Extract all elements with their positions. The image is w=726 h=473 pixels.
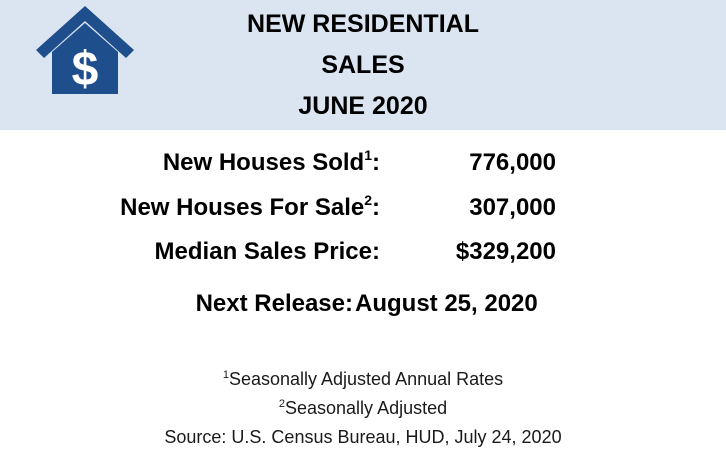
title-line-3: JUNE 2020: [298, 92, 428, 120]
stat-label: New Houses Sold1:: [162, 147, 380, 176]
footnote-marker: 1: [364, 147, 372, 163]
stat-value: $329,200: [455, 238, 556, 265]
stat-row-houses-for-sale: New Houses For Sale2: 307,000: [0, 188, 726, 228]
stat-label: Median Sales Price:: [154, 238, 380, 265]
house-dollar-icon: $: [36, 6, 134, 96]
stat-value: 776,000: [469, 149, 556, 176]
stat-row-houses-sold: New Houses Sold1: 776,000: [0, 143, 726, 183]
footnote-2: 2Seasonally Adjusted: [278, 398, 448, 418]
footnotes: 1Seasonally Adjusted Annual Rates 2Seaso…: [0, 365, 726, 452]
page-title: NEW RESIDENTIAL SALES JUNE 2020: [150, 4, 576, 127]
footnote-marker: 2: [364, 192, 372, 208]
source-line: Source: U.S. Census Bureau, HUD, July 24…: [164, 427, 562, 447]
header-band: $ NEW RESIDENTIAL SALES JUNE 2020: [0, 0, 726, 130]
stat-label: New Houses For Sale2:: [120, 192, 380, 221]
release-label: Next Release:: [195, 290, 353, 317]
footnote-1: 1Seasonally Adjusted Annual Rates: [222, 369, 504, 389]
stat-value: 307,000: [469, 194, 556, 221]
title-line-1: NEW RESIDENTIAL: [247, 10, 479, 38]
title-line-2: SALES: [321, 51, 405, 79]
stat-row-median-price: Median Sales Price: $329,200: [0, 232, 726, 272]
svg-text:$: $: [72, 43, 99, 96]
release-date: August 25, 2020: [355, 290, 538, 317]
